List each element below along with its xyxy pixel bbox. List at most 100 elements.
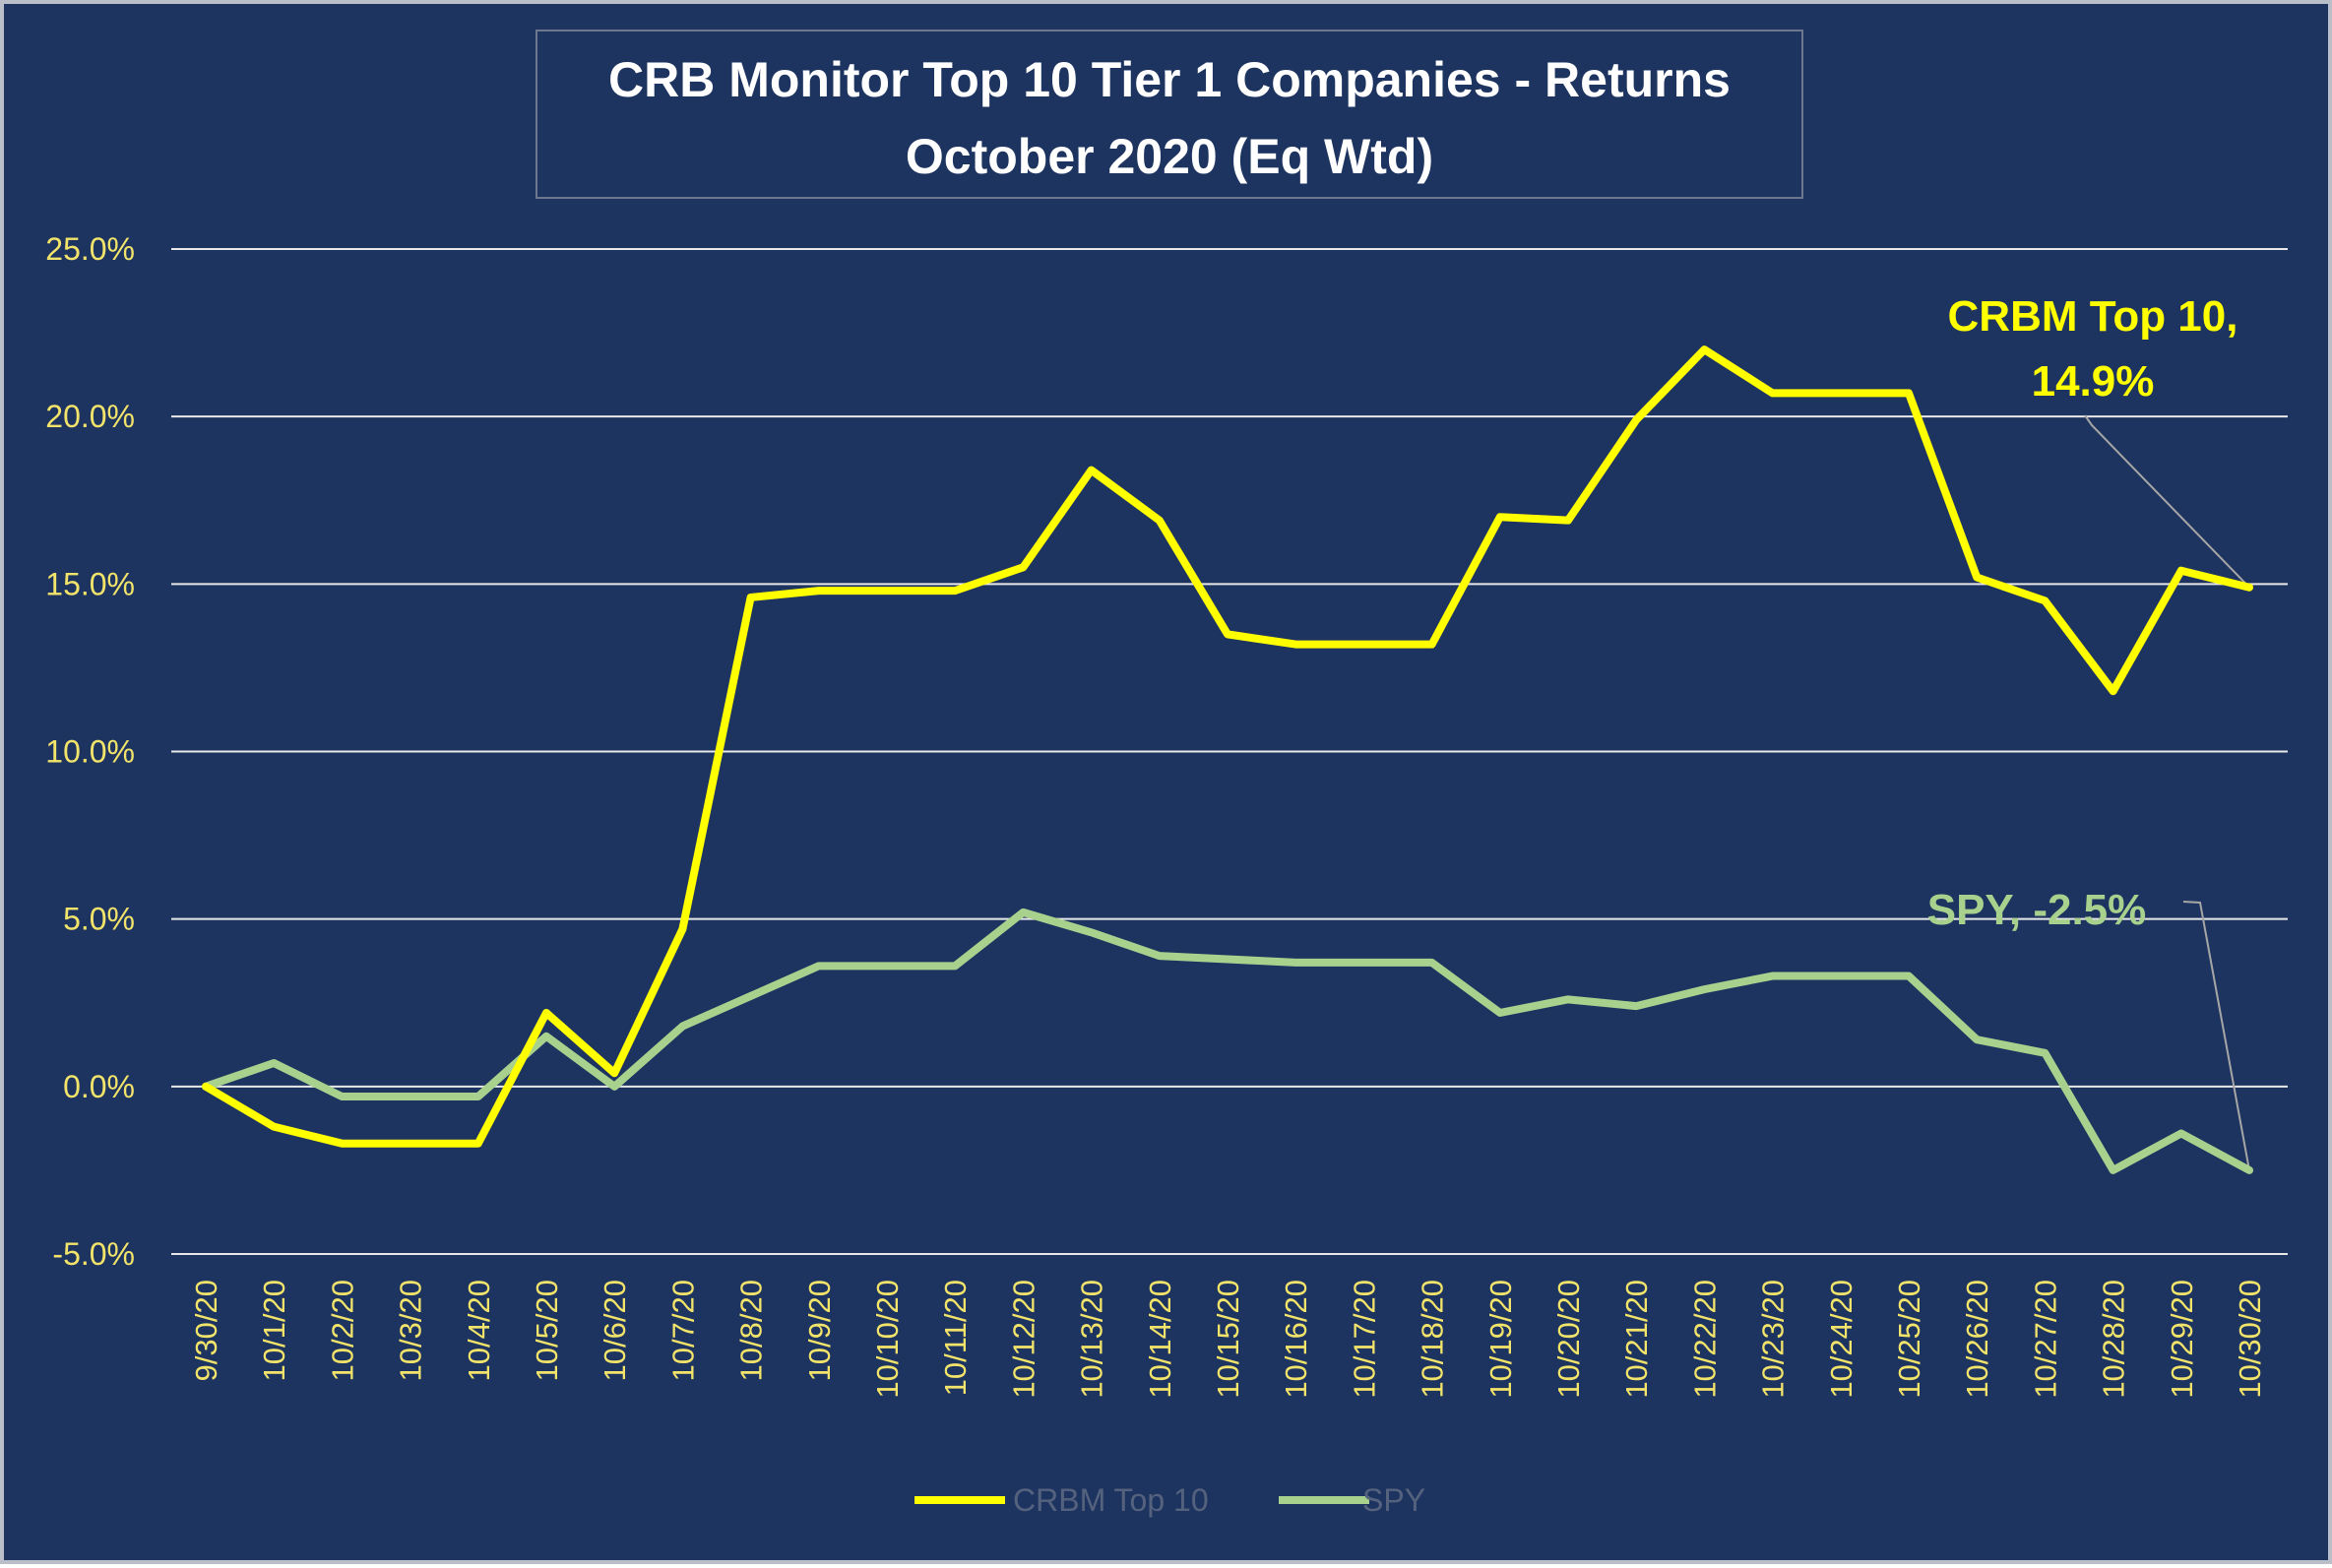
data-point-spy (2177, 1129, 2185, 1137)
x-tick-label: 10/30/20 (2233, 1280, 2267, 1399)
x-tick-label: 10/1/20 (257, 1280, 291, 1381)
data-point-spy (2245, 1166, 2253, 1174)
x-tick-label: 10/22/20 (1687, 1280, 1722, 1399)
data-point-crbm-top-10 (1769, 389, 1777, 397)
data-point-crbm-top-10 (1973, 574, 1981, 582)
x-tick-label: 10/5/20 (530, 1280, 564, 1381)
x-tick-label: 10/2/20 (325, 1280, 359, 1381)
data-point-crbm-top-10 (1700, 345, 1708, 353)
x-tick-label: 10/28/20 (2097, 1280, 2131, 1399)
x-tick-label: 10/10/20 (870, 1280, 905, 1399)
data-point-crbm-top-10 (2110, 687, 2117, 695)
data-point-spy (474, 1093, 482, 1100)
data-point-crbm-top-10 (747, 594, 755, 601)
data-point-spy (270, 1059, 278, 1067)
y-tick-label: 10.0% (45, 734, 135, 770)
data-point-spy (1973, 1035, 1981, 1043)
x-tick-label: 10/15/20 (1211, 1280, 1245, 1399)
y-tick-label: 25.0% (45, 231, 135, 267)
data-point-crbm-top-10 (474, 1140, 482, 1148)
data-point-spy (1428, 959, 1436, 967)
x-tick-label: 10/16/20 (1279, 1280, 1313, 1399)
data-point-spy (610, 1083, 618, 1091)
data-point-crbm-top-10 (2245, 584, 2253, 592)
data-point-crbm-top-10 (1292, 641, 1299, 649)
data-point-spy (1700, 985, 1708, 993)
data-point-spy (1496, 1009, 1504, 1017)
x-tick-label: 10/29/20 (2165, 1280, 2199, 1399)
x-tick-label: 10/6/20 (598, 1280, 632, 1381)
x-tick-label: 10/26/20 (1960, 1280, 1994, 1399)
x-tick-label: 10/21/20 (1619, 1280, 1654, 1399)
data-point-spy (1905, 972, 1913, 980)
data-point-crbm-top-10 (1428, 641, 1436, 649)
y-tick-label: 5.0% (63, 902, 135, 937)
data-point-crbm-top-10 (1224, 630, 1231, 638)
x-tick-label: 9/30/20 (189, 1280, 223, 1381)
data-point-crbm-top-10 (1359, 641, 1367, 649)
x-tick-label: 10/9/20 (802, 1280, 837, 1381)
data-point-spy (1156, 952, 1164, 960)
chart-title-line-1: CRB Monitor Top 10 Tier 1 Companies - Re… (608, 52, 1731, 107)
data-point-crbm-top-10 (1632, 416, 1640, 424)
data-point-spy (1564, 995, 1572, 1003)
data-point-crbm-top-10 (2177, 567, 2185, 575)
data-point-spy (1632, 1002, 1640, 1010)
annotation-spy-leader (2182, 901, 2250, 1171)
x-tick-label: 10/27/20 (2028, 1280, 2062, 1399)
annotation-spy-label: SPY, -2.5% (1927, 886, 2147, 934)
data-point-crbm-top-10 (270, 1123, 278, 1131)
data-point-spy (951, 962, 959, 970)
x-tick-label: 10/11/20 (938, 1280, 973, 1396)
data-point-spy (883, 962, 891, 970)
x-tick-label: 10/3/20 (394, 1280, 428, 1381)
y-tick-label: 20.0% (45, 399, 135, 434)
data-point-crbm-top-10 (1156, 517, 1164, 525)
x-tick-label: 10/17/20 (1347, 1280, 1381, 1399)
data-point-crbm-top-10 (1837, 389, 1845, 397)
data-point-crbm-top-10 (1905, 389, 1913, 397)
data-point-spy (1019, 909, 1027, 916)
legend-label-spy: SPY (1362, 1482, 1425, 1518)
x-tick-label: 10/13/20 (1075, 1280, 1109, 1399)
data-point-spy (2110, 1166, 2117, 1174)
data-point-crbm-top-10 (815, 587, 823, 595)
annotation-spy: SPY, -2.5% (1927, 886, 2147, 934)
legend-label-crbm: CRBM Top 10 (1013, 1482, 1209, 1518)
annotation-crbm-line-1: CRBM Top 10, (1948, 292, 2238, 341)
data-point-spy (815, 962, 823, 970)
data-point-spy (1837, 972, 1845, 980)
x-tick-label: 10/24/20 (1824, 1280, 1859, 1399)
data-point-spy (407, 1093, 414, 1100)
data-point-crbm-top-10 (2041, 596, 2048, 604)
x-tick-label: 10/8/20 (734, 1280, 769, 1381)
data-point-spy (1292, 959, 1299, 967)
data-point-crbm-top-10 (407, 1140, 414, 1148)
data-point-spy (1224, 956, 1231, 964)
x-axis-tick-labels: 9/30/20 10/1/20 10/2/20 10/3/20 10/4/20 10/5/… (189, 1280, 2267, 1399)
data-point-spy (1769, 972, 1777, 980)
x-tick-label: 10/19/20 (1483, 1280, 1518, 1399)
chart-title-line-2: October 2020 (Eq Wtd) (906, 129, 1433, 184)
x-tick-label: 10/7/20 (665, 1280, 700, 1381)
series-line-spy (202, 908, 2253, 1174)
annotation-crbm-leader (2084, 414, 2250, 589)
title-box (536, 30, 1803, 199)
data-point-crbm-top-10 (1564, 517, 1572, 525)
series-lines (202, 345, 2253, 1174)
data-point-crbm-top-10 (1088, 467, 1096, 474)
data-point-spy (338, 1093, 346, 1100)
line-chart: CRB Monitor Top 10 Tier 1 Companies - Re… (45, 30, 2288, 1518)
y-tick-label: -5.0% (52, 1236, 135, 1272)
data-point-spy (1359, 959, 1367, 967)
data-point-spy (1088, 928, 1096, 936)
annotation-crbm-line-2: 14.9% (2032, 357, 2155, 406)
data-point-crbm-top-10 (883, 587, 891, 595)
data-point-crbm-top-10 (542, 1009, 550, 1017)
x-tick-label: 10/4/20 (462, 1280, 496, 1381)
data-point-spy (747, 992, 755, 1000)
chart-title: CRB Monitor Top 10 Tier 1 Companies - Re… (536, 30, 1803, 199)
data-point-crbm-top-10 (1496, 513, 1504, 521)
y-tick-label: 0.0% (63, 1069, 135, 1104)
